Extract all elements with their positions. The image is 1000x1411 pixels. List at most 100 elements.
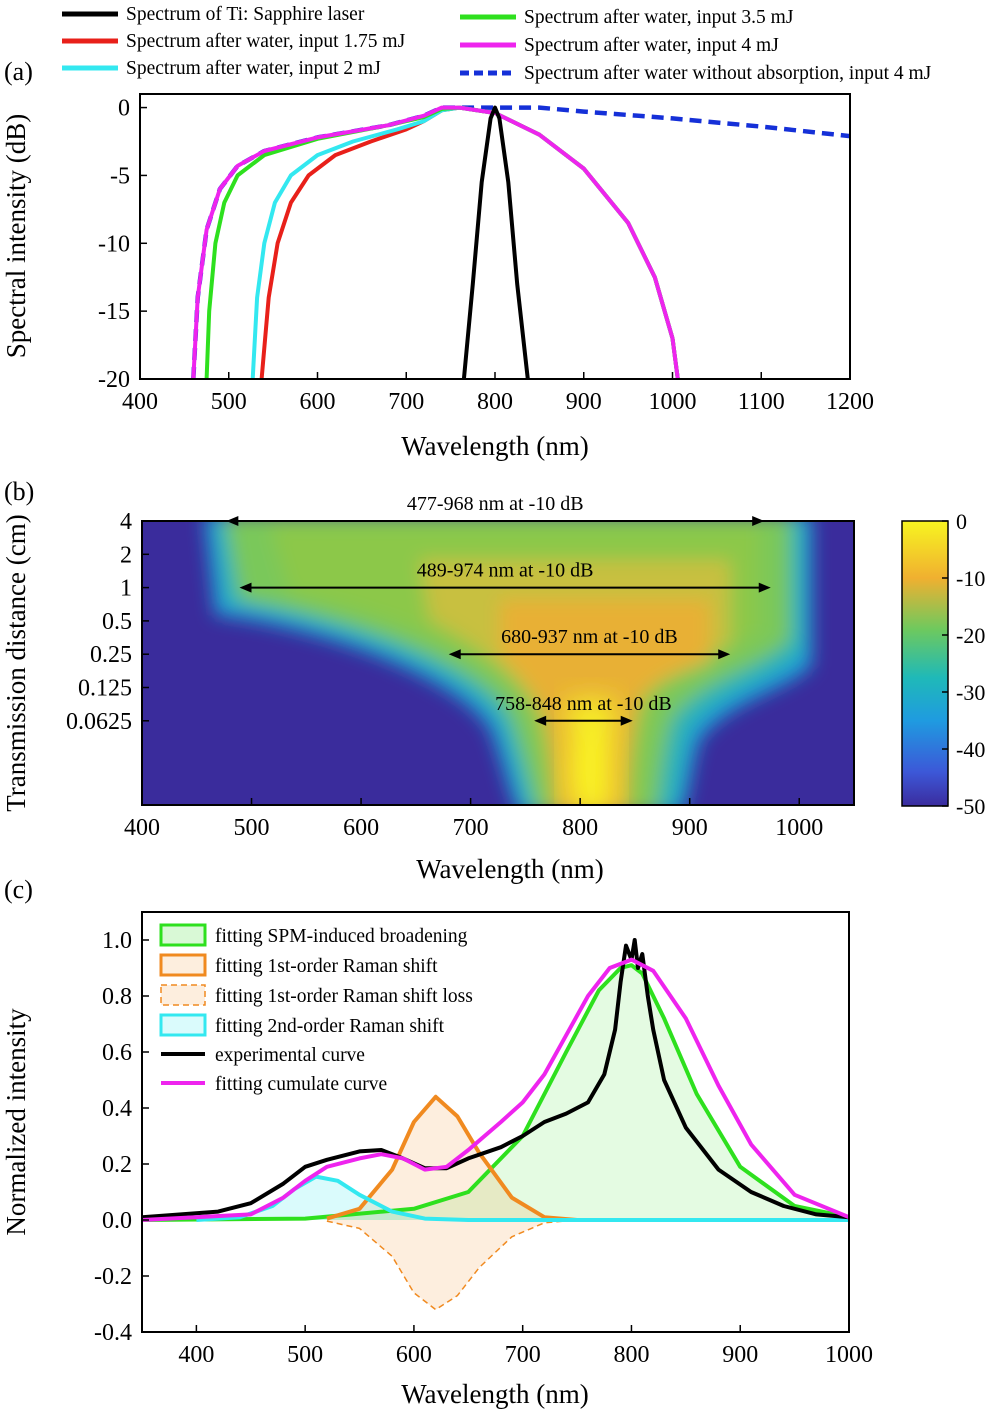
- x-tick-label-c: 1000: [825, 1342, 873, 1368]
- panel-b: (b) 477-968 nm at -10 dB 489-974 nm at -…: [1, 477, 985, 884]
- legend-label-cum: fitting cumulate curve: [215, 1074, 387, 1095]
- y-tick-label-c: -0.2: [94, 1264, 132, 1290]
- y-tick-label-b: 4: [120, 509, 132, 535]
- legend-swatch-raman1: [159, 953, 207, 977]
- annotation-758-848: 758-848 nm at -10 dB: [495, 693, 672, 715]
- plot-area-c: [142, 938, 849, 1311]
- annotation-arrowhead-right: [718, 649, 731, 660]
- panel-c-label: (c): [4, 875, 33, 904]
- panel-b-label: (b): [4, 477, 34, 506]
- x-tick-label-a: 500: [211, 389, 247, 415]
- annotations-b: 477-968 nm at -10 dB 489-974 nm at -10 d…: [226, 493, 771, 726]
- y-tick-label-a: -15: [98, 299, 130, 325]
- y-tick-label-a: -20: [98, 367, 130, 393]
- annotation-arrowhead-left: [239, 582, 252, 593]
- axes-frame-a: [139, 93, 851, 380]
- annotation-arrowhead-left: [448, 649, 461, 660]
- y-tick-label-c: 0.6: [102, 1040, 132, 1066]
- x-tick-label-c: 600: [396, 1342, 432, 1368]
- series-line-ti: [461, 105, 530, 379]
- area-raman1-loss: [326, 1220, 578, 1310]
- y-tick-label-c: 0.2: [102, 1152, 132, 1178]
- y-tick-label-c: 0.4: [102, 1096, 132, 1122]
- x-tick-label-c: 700: [505, 1342, 541, 1368]
- x-axis-b: 400 500 600 700 800 900 1000: [124, 798, 823, 841]
- annotation-680-937: 680-937 nm at -10 dB: [501, 626, 678, 648]
- x-axis-label-c: Wavelength (nm): [401, 1379, 589, 1409]
- x-tick-label-c: 400: [178, 1342, 214, 1368]
- panel-a-label: (a): [4, 57, 33, 86]
- y-tick-label-b: 1: [120, 576, 132, 602]
- annotation-489-974: 489-974 nm at -10 dB: [417, 560, 594, 582]
- x-tick-label-b: 700: [453, 815, 489, 841]
- x-tick-label-a: 1100: [738, 389, 785, 415]
- annotation-477-968: 477-968 nm at -10 dB: [407, 493, 584, 515]
- series-line-raman1: [326, 1094, 578, 1222]
- series-line-exp: [142, 938, 849, 1220]
- x-axis-label-b: Wavelength (nm): [416, 854, 604, 884]
- legend-label-spm: fitting SPM-induced broadening: [215, 926, 468, 947]
- colorbar-tick-label: -30: [956, 680, 985, 705]
- x-tick-label-b: 1000: [775, 815, 823, 841]
- y-tick-label-b: 0.0625: [66, 709, 132, 735]
- plot-area-a: [191, 105, 850, 379]
- series-line-w2: [250, 105, 680, 379]
- x-tick-label-a: 800: [477, 389, 513, 415]
- colorbar-tick-label: -50: [956, 794, 985, 819]
- y-axis-label-b: Transmission distance (cm): [1, 514, 31, 811]
- legend-c: fitting SPM-induced broadening fitting 1…: [159, 923, 473, 1095]
- x-axis-c: 400 500 600 700 800 900 1000: [178, 1325, 873, 1368]
- annotation-arrowhead-right: [620, 715, 633, 726]
- legend-swatch-raman1-loss: [160, 984, 206, 1006]
- y-axis-b: 4 2 1 0.5 0.25 0.125 0.0625: [66, 509, 149, 735]
- x-tick-label-a: 1200: [826, 389, 874, 415]
- colorbar-tick-label: -40: [956, 737, 985, 762]
- x-tick-label-a: 400: [122, 389, 158, 415]
- y-tick-label-a: -10: [98, 231, 130, 257]
- legend-label-raman1-loss: fitting 1st-order Raman shift loss: [215, 986, 473, 1007]
- y-tick-label-a: 0: [118, 96, 130, 122]
- x-axis-label-a: Wavelength (nm): [401, 431, 589, 461]
- legend-label-w175: Spectrum after water, input 1.75 mJ: [126, 31, 406, 52]
- y-tick-label-c: -0.4: [94, 1320, 132, 1346]
- heatmap-b: [142, 521, 854, 805]
- x-tick-label-a: 1000: [649, 389, 697, 415]
- x-tick-label-a: 600: [300, 389, 336, 415]
- x-tick-label-b: 800: [562, 815, 598, 841]
- panel-c: (c) fitting SPM-induced broadening fitti…: [1, 875, 873, 1409]
- colorbar: [901, 520, 949, 807]
- y-tick-label-b: 0.25: [90, 642, 132, 668]
- series-line-w4: [191, 105, 680, 379]
- legend-label-w35: Spectrum after water, input 3.5 mJ: [524, 7, 794, 28]
- area-raman1: [326, 1096, 578, 1220]
- heatmap-core: [565, 700, 618, 805]
- x-tick-label-a: 900: [566, 389, 602, 415]
- annotation-arrowhead-right: [758, 582, 771, 593]
- colorbar-ticks: 0 -10 -20 -30 -40 -50: [942, 509, 985, 819]
- y-axis-c: 1.0 0.8 0.6 0.4 0.2 0.0 -0.2 -0.4: [94, 928, 149, 1346]
- x-tick-label-b: 400: [124, 815, 160, 841]
- colorbar-tick-label: 0: [956, 509, 967, 534]
- legend-label-raman1: fitting 1st-order Raman shift: [215, 956, 438, 977]
- x-tick-label-c: 500: [287, 1342, 323, 1368]
- colorbar-tick-label: -10: [956, 566, 985, 591]
- x-tick-label-b: 900: [672, 815, 708, 841]
- heatmap-field: [204, 521, 812, 805]
- y-tick-label-a: -5: [110, 163, 130, 189]
- legend-label-noabs: Spectrum after water without absorption,…: [524, 63, 932, 84]
- y-axis-a: 0 -5 -10 -15 -20: [98, 96, 147, 393]
- annotation-arrowhead-right: [752, 516, 765, 526]
- legend-swatch-raman2: [159, 1013, 207, 1037]
- x-tick-label-c: 900: [722, 1342, 758, 1368]
- y-tick-label-c: 0.8: [102, 984, 132, 1010]
- x-tick-label-c: 800: [613, 1342, 649, 1368]
- legend-swatch-spm: [159, 923, 207, 947]
- legend-label-w4: Spectrum after water, input 4 mJ: [524, 35, 779, 56]
- y-tick-label-c: 0.0: [102, 1208, 132, 1234]
- legend-label-ti: Spectrum of Ti: Sapphire laser: [126, 4, 365, 25]
- y-axis-label-c: Normalized intensity: [1, 1008, 31, 1236]
- x-tick-label-b: 600: [343, 815, 379, 841]
- x-tick-label-a: 700: [388, 389, 424, 415]
- axes-frame-c: [141, 911, 850, 1333]
